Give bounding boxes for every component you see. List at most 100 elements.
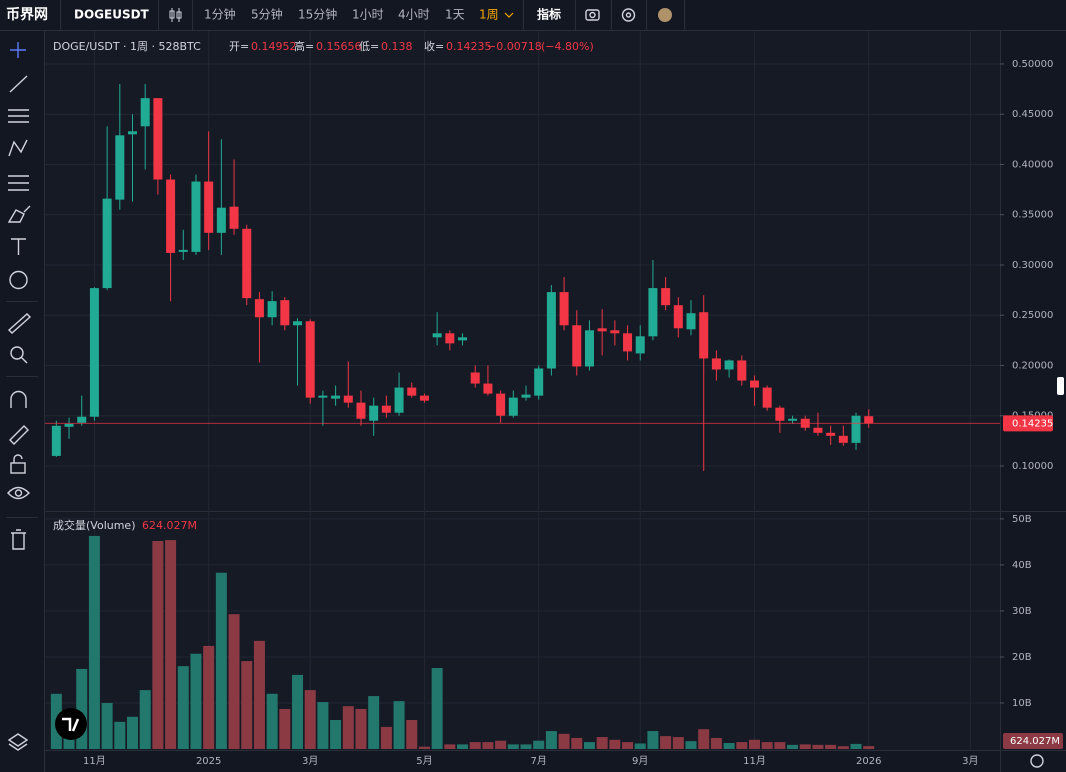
x-tick-label: 2026 [856,756,881,767]
volume-bar [241,661,253,749]
interval-button[interactable]: 1周 [479,8,499,22]
candle-body [419,395,429,401]
settings-button[interactable] [621,8,636,22]
volume-bar [482,742,494,749]
candle-body [610,330,620,334]
magnet-tool[interactable] [10,390,27,408]
candle-body [699,312,709,359]
candle-body [331,395,341,399]
volume-tick-label: 10B [1012,698,1032,709]
icon-part [8,175,29,191]
volume-bar [317,702,329,749]
icon-part [7,733,29,751]
interval-button[interactable]: 1天 [445,8,465,22]
candle-body [267,301,277,318]
volume-bar [101,702,113,749]
volume-tick-label: 50B [1012,514,1032,525]
zoom-tool[interactable] [10,346,28,364]
candle-body [508,397,518,416]
indicators-button[interactable]: 指标 [537,7,561,22]
volume-bar [393,701,405,749]
text-tool[interactable] [11,238,26,255]
icon-part [585,9,600,21]
volume-bar [622,742,634,749]
price-pane [45,84,1000,471]
y-tick-label: 0.40000 [1012,159,1053,170]
icon-part [169,10,175,19]
volume-bar [165,540,177,749]
volume-bar [736,742,748,749]
interval-button[interactable]: 15分钟 [298,7,337,22]
candle-body [724,360,734,370]
interval-button[interactable]: 5分钟 [251,7,283,22]
emoji-tool[interactable] [9,270,28,290]
candle-body [242,228,252,299]
volume-bar [88,535,100,749]
interval-button[interactable]: 1小时 [352,8,384,22]
candle-body [191,181,201,252]
volume-bar [698,729,710,749]
volume-bar [710,737,722,749]
volume-bar [837,746,849,749]
candle-body [254,299,264,318]
fib-tool[interactable] [8,175,29,191]
legend-label: 低= [359,40,379,53]
volume-bar [825,744,837,749]
screenshot-button[interactable] [585,9,600,21]
layers-button[interactable] [7,733,29,751]
axes: 0.100000.150000.200000.250000.300000.350… [83,59,1063,767]
icon-part [10,42,26,58]
interval-button[interactable]: 4小时 [398,8,430,22]
volume-bar [292,674,304,749]
horizontal-line-tool[interactable] [8,109,29,123]
volume-bar [203,645,215,749]
candle-body [51,425,61,456]
y-tick-label: 0.35000 [1012,210,1053,221]
legend-label: 开= [229,40,249,53]
icon-part [9,270,28,290]
volume-bar [571,737,583,749]
candle-body [280,300,290,326]
candle-body [661,288,671,306]
candle-body [673,305,683,329]
volume-bar [609,739,621,749]
visibility-tool[interactable] [7,486,30,500]
volume-bar [266,693,278,749]
chart-type-button[interactable] [169,8,182,22]
candle-body [153,98,163,180]
legend-value: 0.15656 [316,40,362,53]
volume-title: 成交量(Volume) [53,518,136,532]
axis-settings[interactable] [1030,754,1044,768]
symbol[interactable]: DOGEUSDT [74,8,150,22]
volume-tick-label: 40B [1012,560,1032,571]
lock-tool[interactable] [10,454,26,474]
volume-bar [368,696,380,749]
logo-mark [62,717,80,732]
volume-bar [812,744,824,749]
x-tick-label: 11月 [743,755,766,767]
trendline-tool[interactable] [9,75,28,93]
crosshair-tool[interactable] [10,42,26,58]
brush-tool[interactable] [7,205,31,223]
tradingview-logo [55,708,87,740]
candle-body [445,333,455,344]
avatar[interactable] [658,8,672,22]
candle-body [496,393,506,416]
dropdown-chevron[interactable] [504,12,514,18]
x-tick-label: 2025 [196,756,221,767]
axis-handle[interactable] [1057,377,1064,395]
candle-body [318,395,328,398]
candle-body [115,135,125,200]
interval-button[interactable]: 1分钟 [204,7,236,22]
y-tick-label: 0.10000 [1012,461,1053,472]
lock-drawing-tool[interactable] [9,425,29,445]
ruler-tool[interactable] [7,313,32,334]
logo[interactable]: 币界网 [6,7,48,23]
y-tick-label: 0.30000 [1012,260,1053,271]
legend-value: 0.14235 [446,40,492,53]
volume-bar [127,716,139,749]
volume-bar [672,737,684,749]
last-volume-tag [1003,733,1063,749]
pattern-tool[interactable] [8,139,28,157]
delete-tool[interactable] [11,529,26,550]
